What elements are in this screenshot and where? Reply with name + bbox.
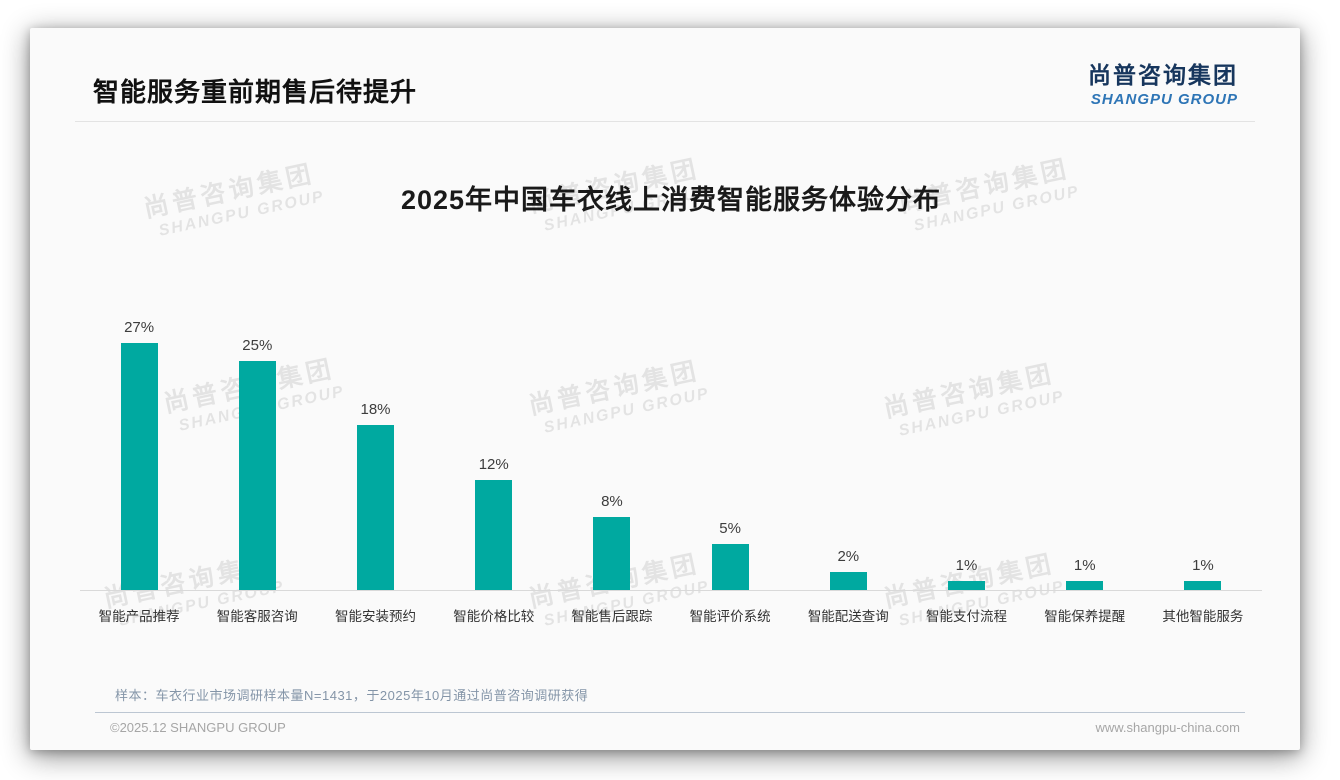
bar-value-label: 18%: [360, 401, 391, 418]
bar: [593, 517, 631, 590]
category-label: 智能售后跟踪: [571, 609, 653, 624]
bar: [948, 581, 986, 590]
category-label: 智能保养提醒: [1044, 609, 1126, 624]
bar-column: 25%: [198, 337, 316, 590]
bar: [475, 480, 513, 590]
bar-column: 27%: [80, 319, 198, 590]
bar-column: 8%: [553, 493, 671, 590]
category-axis: 智能产品推荐 智能客服咨询 智能安装预约 智能价格比较 智能售后跟踪 智能评价系统 智能配送…: [80, 605, 1262, 625]
bar: [1066, 581, 1104, 590]
bar-column: 5%: [671, 520, 789, 590]
bar-chart: 2025年中国车衣线上消费智能服务体验分布 27% 25% 18% 12% 8% 5% 2%…: [80, 178, 1262, 625]
category-label: 智能客服咨询: [216, 609, 298, 624]
bar-value-label: 12%: [478, 456, 509, 473]
bar-value-label: 1%: [955, 557, 978, 574]
bar-value-label: 2%: [837, 548, 860, 565]
bar-value-label: 25%: [242, 337, 273, 354]
bar-value-label: 1%: [1073, 557, 1096, 574]
bar-column: 1%: [1144, 557, 1262, 590]
bar-value-label: 8%: [601, 493, 623, 510]
company-logo: 尚普咨询集团 SHANGPU GROUP: [1088, 56, 1238, 108]
category-label: 智能价格比较: [453, 609, 535, 624]
header-divider: [75, 121, 1255, 122]
category-label: 其他智能服务: [1162, 609, 1244, 624]
bar: [1184, 581, 1222, 590]
category-label: 智能产品推荐: [98, 609, 180, 624]
footer-website: www.shangpu-china.com: [1095, 720, 1240, 735]
bar-column: 1%: [907, 557, 1025, 590]
category-label: 智能支付流程: [926, 609, 1008, 624]
category-label: 智能评价系统: [689, 609, 771, 624]
footer-divider: [95, 712, 1245, 713]
bar-column: 12%: [435, 456, 553, 590]
bar-plot: 27% 25% 18% 12% 8% 5% 2% 1% 1% 1%: [80, 257, 1262, 591]
bar-column: 2%: [789, 548, 907, 590]
bar-value-label: 5%: [719, 520, 741, 537]
category-label: 智能配送查询: [807, 609, 889, 624]
bar-column: 18%: [316, 401, 434, 590]
bar-value-label: 27%: [124, 319, 155, 336]
bar: [711, 544, 749, 590]
logo-chinese-text: 尚普咨询集团: [1088, 62, 1238, 88]
bar: [829, 572, 867, 590]
category-label: 智能安装预约: [335, 609, 416, 624]
footer-copyright: ©2025.12 SHANGPU GROUP: [110, 720, 286, 735]
bar: [120, 343, 158, 590]
page-title: 智能服务重前期售后待提升: [93, 77, 418, 107]
bar: [238, 361, 276, 590]
bar: [357, 425, 394, 590]
presentation-slide: 智能服务重前期售后待提升 尚普咨询集团 SHANGPU GROUP 2025年中…: [30, 28, 1300, 750]
chart-title: 2025年中国车衣线上消费智能服务体验分布: [400, 185, 942, 215]
logo-english-text: SHANGPU GROUP: [1090, 91, 1238, 108]
sample-note: 样本：车衣行业市场调研样本量N=1431，于2025年10月通过尚普咨询调研获得: [115, 688, 589, 703]
bar-value-label: 1%: [1192, 557, 1214, 574]
bar-column: 1%: [1026, 557, 1144, 590]
